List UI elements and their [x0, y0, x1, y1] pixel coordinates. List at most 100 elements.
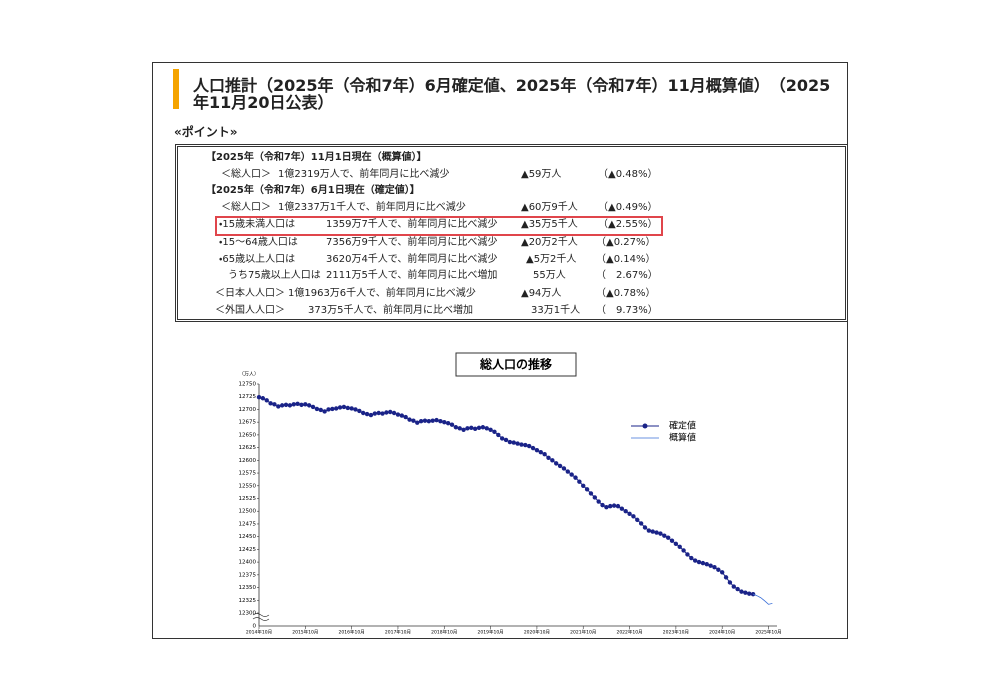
data-point [503, 437, 509, 443]
table-row: うち75歳以上人口は 2111万5千人で、前年同月に比べ増加 55万人 （ 2.67%… [178, 267, 845, 284]
data-point [554, 461, 559, 466]
x-tick-label: 2016年10月 [339, 629, 365, 636]
x-tick-label: 2020年10月 [524, 629, 550, 636]
table-row: ＜日本人人口＞ 1億1963万6千人で、前年同月に比べ減少 ▲94万人 （▲0.78%… [178, 285, 845, 302]
table-row: ・65歳以上人口は 3620万4千人で、前年同月に比べ減少 ▲5万2千人 （▲0.14… [178, 251, 845, 268]
chart-title: 総人口の推移 [479, 357, 552, 372]
data-point [727, 580, 733, 585]
data-point [673, 541, 679, 546]
data-point [272, 402, 277, 407]
y-tick-label: 12650 [239, 432, 257, 438]
x-tick-label: 2021年10月 [570, 629, 596, 636]
row-rate: （▲0.14%） [596, 254, 656, 265]
row-rate: （▲0.48%） [598, 169, 658, 180]
data-point [608, 503, 613, 509]
data-point [662, 533, 667, 538]
y-unit: （万人） [239, 372, 259, 378]
data-point [364, 411, 370, 417]
data-point [303, 402, 308, 407]
legend-label: 概算値 [669, 432, 696, 444]
data-point [681, 548, 686, 553]
title-accent [173, 69, 179, 109]
table-row: ＜総人口＞ 1億2337万1千人で、前年同月に比べ減少 ▲60万9千人 （▲0.49%… [178, 199, 845, 216]
table-row: 【2025年（令和7年）6月1日現在（確定値）】 [178, 182, 845, 199]
row-change: ▲35万5千人 [521, 219, 578, 230]
y-tick-label: 12525 [239, 496, 257, 502]
data-point [422, 418, 428, 423]
data-point [747, 591, 752, 596]
document-panel: 人口推計（2025年（令和7年）6月確定値、2025年（令和7年）11月概算値）… [152, 62, 848, 639]
row-rate: （ 9.73%） [596, 305, 658, 316]
y-origin-label: 0 [253, 624, 257, 630]
data-point [472, 426, 478, 431]
data-point [704, 561, 709, 567]
data-point [465, 426, 470, 431]
row-change: 33万1千人 [531, 305, 581, 316]
data-point [743, 590, 748, 595]
data-point [268, 401, 273, 406]
row-change: ▲60万9千人 [521, 202, 578, 213]
data-point [484, 426, 489, 431]
table-row: ・15～64歳人口は 7356万9千人で、前年同月に比べ減少 ▲20万2千人 （▲0.… [178, 234, 845, 251]
row-desc: 1億1963万6千人で、前年同月に比べ減少 [288, 288, 476, 299]
data-point [291, 402, 296, 407]
x-tick-label: 2024年10月 [709, 629, 735, 636]
y-tick-label: 12750 [239, 382, 257, 388]
y-tick-label: 12425 [239, 547, 257, 553]
chart-title-box [455, 352, 577, 377]
data-point [476, 425, 482, 430]
y-tick-label: 12300 [239, 611, 257, 617]
data-point [368, 412, 374, 418]
data-point [696, 559, 702, 565]
data-point [519, 442, 524, 447]
data-point [538, 449, 543, 455]
data-point [592, 495, 598, 500]
data-point [438, 418, 443, 424]
row-rate: （▲0.27%） [596, 237, 656, 248]
data-point [299, 402, 304, 408]
data-point [480, 425, 486, 430]
y-tick-label: 12700 [239, 407, 257, 413]
y-tick-label: 12475 [239, 521, 257, 527]
data-point [469, 425, 474, 430]
y-tick-label: 12575 [239, 471, 257, 477]
data-point [442, 419, 447, 425]
row-desc: 1359万7千人で、前年同月に比べ減少 [326, 219, 498, 230]
data-point [712, 565, 717, 570]
data-point [399, 413, 405, 418]
x-tick-label: 2022年10月 [616, 629, 642, 636]
data-point [723, 575, 729, 580]
data-point [353, 407, 358, 412]
row-change: 55万人 [533, 270, 566, 281]
data-point [330, 406, 335, 412]
data-point [287, 403, 293, 408]
data-point [654, 530, 659, 535]
data-point [584, 487, 590, 492]
data-point [565, 469, 570, 474]
data-point [276, 404, 281, 409]
data-point [619, 506, 625, 511]
data-point [457, 426, 462, 431]
data-point [615, 503, 621, 509]
data-point [638, 521, 644, 526]
x-tick-label: 2018年10月 [431, 629, 457, 636]
data-point [515, 441, 520, 446]
data-point [542, 452, 547, 457]
row-label: ・65歳以上人口は [219, 254, 296, 265]
data-point [384, 410, 389, 415]
data-point [434, 417, 439, 423]
data-point [407, 417, 412, 422]
data-point [635, 517, 640, 523]
row-rate: （▲2.55%） [598, 219, 658, 230]
x-tick-label: 2025年10月 [755, 629, 781, 636]
data-point [642, 525, 648, 530]
data-point [376, 410, 381, 416]
data-point [677, 544, 682, 550]
y-tick-label: 12375 [239, 572, 257, 578]
data-point [611, 503, 617, 508]
row-desc: 1億2319万人で、前年同月に比べ減少 [278, 169, 450, 180]
row-rate: （▲0.78%） [596, 288, 656, 299]
data-point [306, 403, 312, 408]
data-point [295, 401, 300, 407]
